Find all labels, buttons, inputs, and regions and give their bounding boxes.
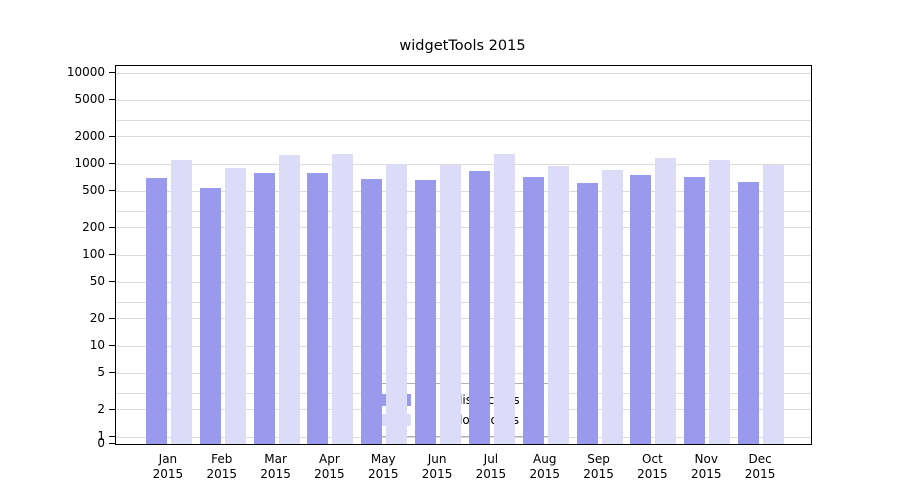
bar-distinct-ips-sep [577, 182, 598, 444]
y-tick-mark [109, 99, 115, 101]
chart-title: widgetTools 2015 [399, 38, 526, 54]
grid-line [116, 436, 811, 438]
grid-line [116, 190, 811, 192]
grid-line [116, 372, 811, 374]
y-tick-mark [109, 135, 115, 137]
grid-line [116, 99, 811, 101]
y-tick-label: 1 [97, 429, 105, 443]
y-tick-label: 0 [97, 436, 105, 450]
bar-downloads-sep [602, 170, 623, 444]
y-tick-mark [109, 408, 115, 410]
x-tick-label: Oct 2015 [637, 452, 668, 481]
grid-line [116, 318, 811, 320]
y-tick-mark [109, 317, 115, 319]
x-tick-label: Nov 2015 [690, 452, 722, 481]
grid-line [116, 120, 811, 122]
bar-distinct-ips-jan [146, 178, 167, 444]
y-tick-label: 100 [82, 247, 105, 261]
bar-downloads-jun [440, 165, 461, 444]
y-tick-label: 2000 [74, 128, 105, 143]
y-tick-label: 5 [97, 365, 105, 380]
x-tick-label: Jul 2015 [475, 452, 507, 481]
y-tick-mark [109, 190, 115, 192]
y-tick-label: 10 [89, 338, 105, 352]
grid-line [116, 281, 811, 283]
bar-distinct-ips-jun [415, 179, 436, 444]
y-tick-mark [109, 163, 115, 164]
bar-distinct-ips-aug [523, 176, 544, 444]
bar-downloads-apr [332, 154, 353, 444]
bar-downloads-may [386, 163, 407, 444]
bar-distinct-ips-apr [307, 172, 328, 444]
bar-distinct-ips-feb [200, 188, 221, 444]
x-tick-label: Feb 2015 [206, 452, 238, 481]
y-tick-mark [109, 443, 115, 444]
y-tick-label: 5000 [74, 92, 105, 107]
y-tick-label: 200 [82, 219, 105, 234]
bar-downloads-aug [548, 166, 569, 444]
grid-line [116, 136, 811, 138]
bar-distinct-ips-dec [738, 181, 759, 444]
bar-downloads-jul [494, 153, 515, 444]
y-tick-label: 1000 [74, 156, 105, 170]
bar-downloads-oct [655, 158, 676, 444]
x-tick-label: May 2015 [367, 452, 399, 481]
x-tick-label: Aug 2015 [529, 452, 561, 481]
grid-line [116, 72, 811, 74]
x-tick-label: Apr 2015 [314, 452, 345, 481]
grid-line [116, 302, 811, 304]
grid-line [116, 254, 811, 256]
bar-distinct-ips-nov [684, 176, 705, 444]
y-tick-label: 500 [82, 183, 105, 198]
y-tick-label: 2 [97, 401, 105, 416]
bar-downloads-mar [279, 154, 300, 444]
grid-line [116, 345, 811, 347]
bar-distinct-ips-jul [469, 170, 490, 444]
y-tick-label: 50 [89, 274, 105, 289]
y-tick-mark [109, 226, 115, 228]
y-tick-mark [109, 72, 115, 73]
grid-line [116, 163, 811, 165]
y-tick-mark [109, 345, 115, 346]
bar-downloads-jan [171, 160, 192, 444]
y-tick-mark [109, 281, 115, 283]
bar-downloads-dec [763, 164, 784, 444]
grid-line [116, 227, 811, 229]
plot-area: Nb of distinct IPs Nb of downloads [115, 65, 812, 445]
y-tick-label: 20 [89, 310, 105, 325]
x-tick-label: Dec 2015 [744, 452, 776, 481]
x-tick-label: Mar 2015 [260, 452, 291, 481]
grid-line [116, 211, 811, 213]
y-tick-mark [109, 254, 115, 255]
bar-distinct-ips-mar [254, 172, 275, 444]
bar-distinct-ips-may [361, 178, 382, 444]
x-tick-label: Jan 2015 [152, 452, 184, 481]
x-tick-label: Sep 2015 [583, 452, 614, 481]
bar-downloads-nov [709, 159, 730, 444]
x-tick-label: Jun 2015 [421, 452, 453, 481]
y-tick-mark [109, 372, 115, 374]
bar-downloads-feb [225, 168, 246, 444]
y-tick-mark [109, 436, 115, 437]
y-tick-label: 10000 [66, 65, 105, 79]
bar-distinct-ips-oct [630, 174, 651, 444]
